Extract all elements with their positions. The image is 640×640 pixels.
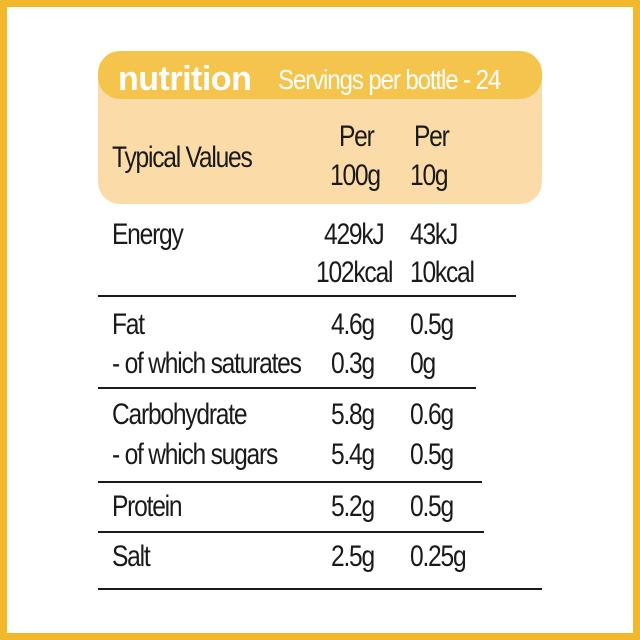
carbohydrate-label: Carbohydrate xyxy=(112,398,248,431)
column-header-box xyxy=(98,78,542,204)
sugars-label: - of which sugars xyxy=(112,438,278,471)
divider-protein xyxy=(98,531,484,533)
fat-per-10g: 0.5g xyxy=(410,308,454,341)
servings-per-bottle: Servings per bottle - 24 xyxy=(278,64,501,95)
per-100g-heading-line1: Per xyxy=(339,120,375,153)
salt-per-10g: 0.25g xyxy=(410,540,467,573)
per-100g-heading-line2: 100g xyxy=(330,159,381,192)
saturates-per-10g: 0g xyxy=(410,347,436,380)
salt-per-100g: 2.5g xyxy=(331,540,375,573)
salt-label: Salt xyxy=(112,540,151,573)
carbohydrate-per-100g: 5.8g xyxy=(331,398,375,431)
per-10g-heading-line1: Per xyxy=(414,120,450,153)
divider-carbohydrate xyxy=(98,481,482,483)
divider-fat xyxy=(98,387,476,389)
fat-per-100g: 4.6g xyxy=(331,308,375,341)
fat-label: Fat xyxy=(112,308,145,341)
divider-bottom xyxy=(98,588,542,590)
typical-values-label: Typical Values xyxy=(112,141,253,174)
protein-per-100g: 5.2g xyxy=(331,490,375,523)
energy-label: Energy xyxy=(112,218,184,251)
saturates-label: - of which saturates xyxy=(112,347,302,380)
sugars-per-10g: 0.5g xyxy=(410,438,454,471)
sugars-per-100g: 5.4g xyxy=(331,438,375,471)
divider-energy xyxy=(98,295,516,297)
energy-kcal-per-10g: 10kcal xyxy=(410,256,475,289)
energy-kj-per-10g: 43kJ xyxy=(410,218,458,251)
nutrition-title: nutrition xyxy=(118,60,252,98)
protein-per-10g: 0.5g xyxy=(410,490,454,523)
nutrition-header-bar xyxy=(98,51,542,99)
energy-kj-per-100g: 429kJ xyxy=(324,218,385,251)
per-10g-heading-line2: 10g xyxy=(410,159,449,192)
carbohydrate-per-10g: 0.6g xyxy=(410,398,454,431)
protein-label: Protein xyxy=(112,490,183,523)
saturates-per-100g: 0.3g xyxy=(331,347,375,380)
energy-kcal-per-100g: 102kcal xyxy=(316,256,393,289)
